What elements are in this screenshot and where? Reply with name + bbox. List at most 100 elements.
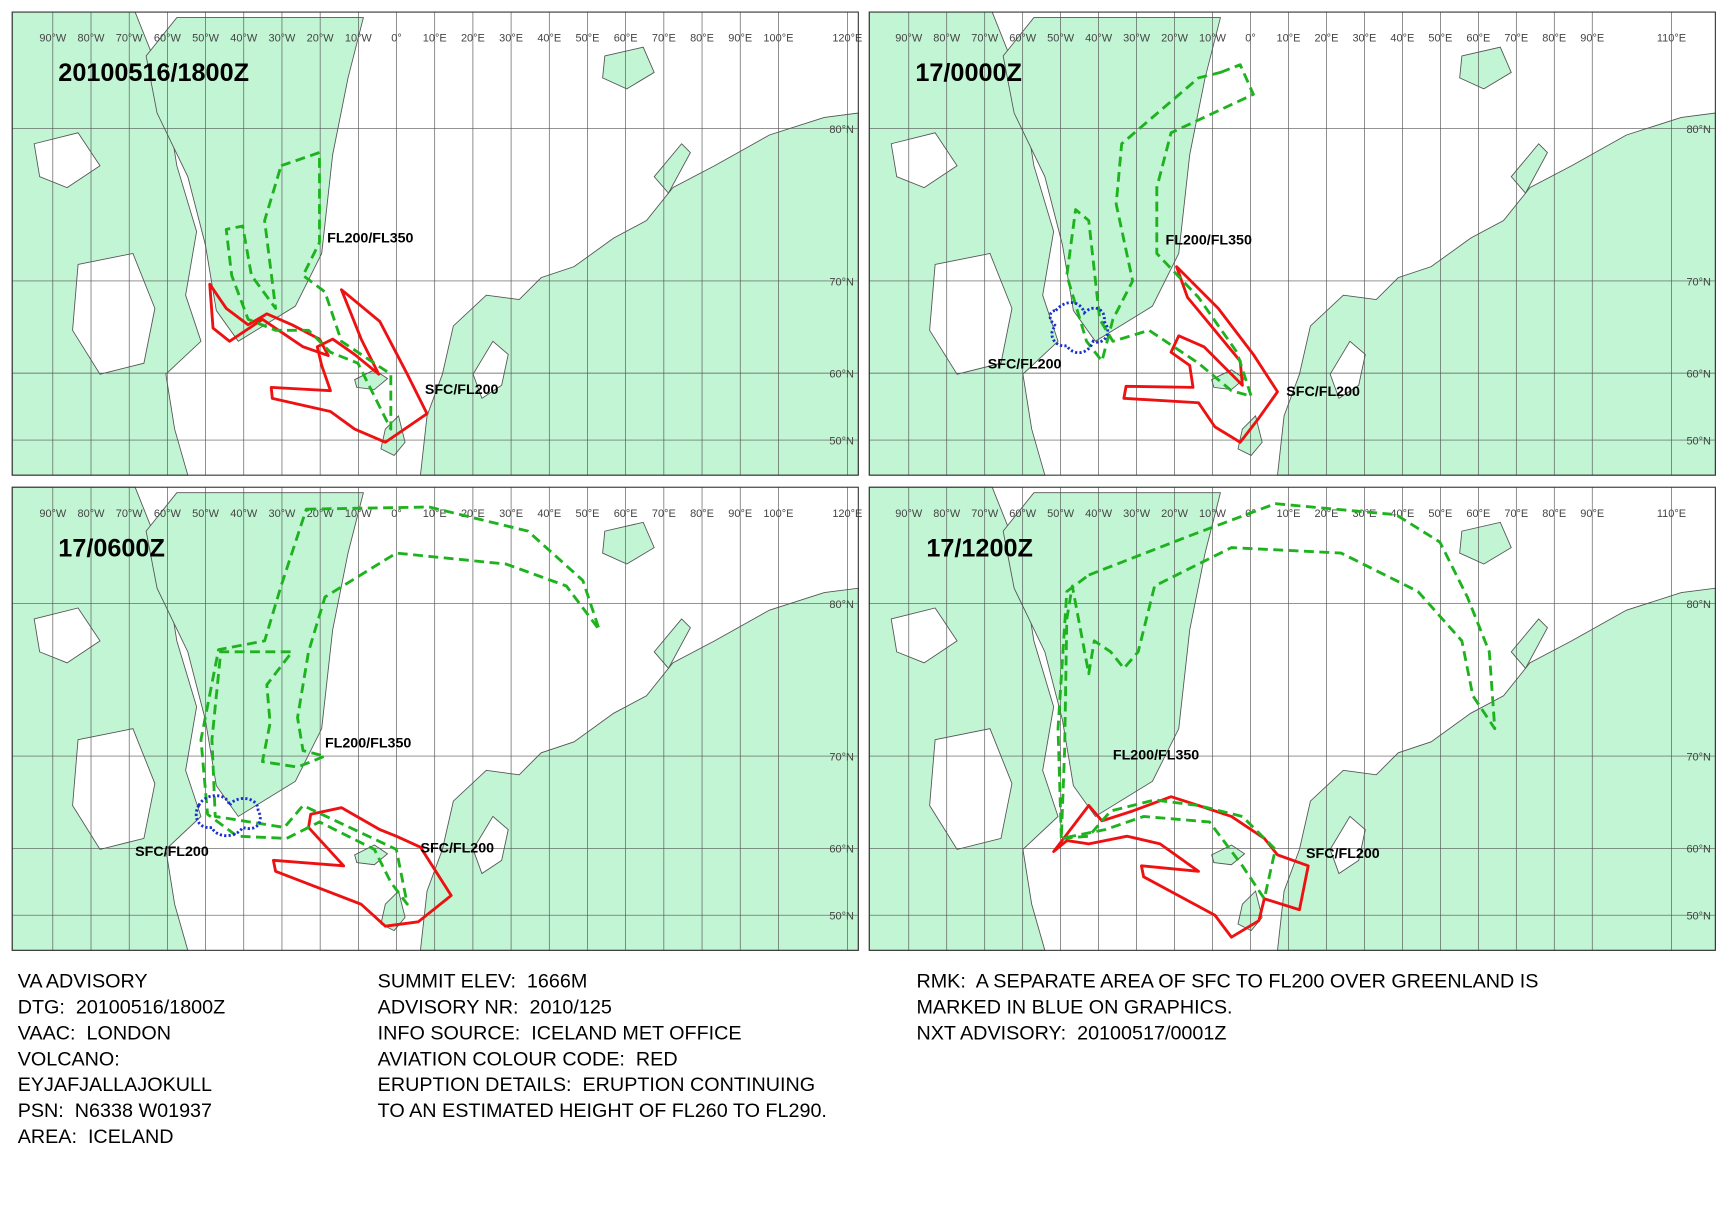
longitude-label: 40°E: [1390, 508, 1414, 520]
panel-border: [868, 486, 1716, 951]
level-label: SFC/FL200: [1306, 846, 1380, 862]
longitude-label: 20°E: [1314, 508, 1338, 520]
longitude-label: 70°E: [652, 508, 676, 520]
advisory-line: AVIATION COLOUR CODE: RED: [378, 1048, 678, 1070]
longitude-label: 60°E: [1466, 508, 1490, 520]
longitude-label: 10°E: [1277, 508, 1301, 520]
longitude-label: 60°E: [614, 33, 638, 45]
longitude-label: 10°W: [1199, 33, 1227, 45]
longitude-label: 40°W: [1085, 33, 1113, 45]
longitude-label: 10°E: [423, 508, 447, 520]
longitude-label: 100°E: [763, 508, 793, 520]
longitude-label: 60°E: [614, 508, 638, 520]
longitude-label: 60°E: [1466, 33, 1490, 45]
longitude-label: 30°W: [1123, 508, 1151, 520]
latitude-label: 60°N: [829, 844, 854, 856]
longitude-label: 60°W: [154, 33, 182, 45]
panel-border: [11, 11, 859, 476]
longitude-label: 80°W: [933, 508, 961, 520]
longitude-label: 20°W: [1161, 508, 1189, 520]
valid-time: 17/1200Z: [926, 534, 1033, 562]
longitude-label: 90°E: [1580, 33, 1604, 45]
advisory-line: DTG: 20100516/1800Z: [18, 997, 226, 1019]
longitude-label: 20°E: [1314, 33, 1338, 45]
longitude-label: 0°: [1245, 33, 1255, 45]
longitude-label: 20°E: [461, 33, 485, 45]
longitude-label: 70°W: [116, 508, 144, 520]
advisory-line: MARKED IN BLUE ON GRAPHICS.: [916, 997, 1232, 1019]
longitude-label: 80°W: [78, 33, 106, 45]
level-label: SFC/FL200: [1286, 384, 1360, 400]
level-label: SFC/FL200: [988, 357, 1062, 373]
longitude-label: 20°W: [307, 33, 335, 45]
longitude-label: 90°W: [895, 508, 923, 520]
ash-area-greenland: [1048, 301, 1110, 355]
latitude-label: 70°N: [1686, 276, 1711, 288]
valid-time: 20100516/1800Z: [58, 59, 249, 87]
longitude-label: 10°W: [345, 33, 373, 45]
longitude-label: 0°: [391, 508, 402, 520]
longitude-label: 70°E: [1504, 508, 1528, 520]
ash-area-fl200-fl350: [224, 151, 393, 431]
longitude-label: 0°: [391, 33, 402, 45]
longitude-label: 10°E: [423, 33, 447, 45]
advisory-line: TO AN ESTIMATED HEIGHT OF FL260 TO FL290…: [378, 1100, 827, 1122]
longitude-label: 110°E: [1657, 508, 1686, 520]
longitude-label: 30°W: [1123, 33, 1151, 45]
longitude-label: 30°E: [499, 33, 523, 45]
longitude-label: 20°W: [307, 508, 335, 520]
map-panel: 90°W 80°W 70°W 60°W 50°W 40°W 30°W 20°W 10°W 0° 10…: [11, 11, 862, 476]
level-label: FL200/FL350: [325, 735, 411, 751]
longitude-label: 90°E: [1580, 508, 1604, 520]
longitude-label: 40°E: [537, 33, 561, 45]
longitude-label: 50°W: [1047, 508, 1075, 520]
longitude-label: 90°E: [728, 508, 752, 520]
advisory-line: ERUPTION DETAILS: ERUPTION CONTINUING: [378, 1074, 815, 1096]
ash-area-sfc-fl200: [269, 288, 429, 444]
longitude-label: 30°W: [268, 508, 296, 520]
longitude-label: 80°E: [1542, 508, 1566, 520]
longitude-label: 120°E: [832, 508, 862, 520]
longitude-label: 40°W: [230, 508, 258, 520]
longitude-label: 50°E: [576, 33, 600, 45]
longitude-label: 90°W: [895, 33, 923, 45]
longitude-label: 10°W: [1199, 508, 1227, 520]
longitude-label: 50°E: [1428, 508, 1452, 520]
longitude-label: 50°E: [1428, 33, 1452, 45]
advisory-line: NXT ADVISORY: 20100517/0001Z: [916, 1022, 1226, 1044]
latitude-label: 80°N: [1686, 599, 1711, 611]
longitude-label: 90°W: [39, 508, 67, 520]
advisory-line: VAAC: LONDON: [18, 1022, 171, 1044]
longitude-label: 70°W: [971, 508, 999, 520]
longitude-label: 30°E: [1352, 33, 1376, 45]
advisory-line: RMK: A SEPARATE AREA OF SFC TO FL200 OVE…: [916, 971, 1538, 993]
longitude-label: 60°W: [1009, 508, 1037, 520]
ash-area-fl200-fl350: [1056, 502, 1497, 901]
longitude-label: 80°E: [690, 33, 714, 45]
longitude-label: 10°W: [345, 508, 373, 520]
longitude-label: 110°E: [1657, 33, 1686, 45]
latitude-label: 80°N: [1686, 124, 1711, 136]
advisory-line: SUMMIT ELEV: 1666M: [378, 971, 588, 993]
advisory-line: AREA: ICELAND: [18, 1126, 174, 1148]
latitude-label: 80°N: [829, 599, 854, 611]
latitude-label: 80°N: [829, 124, 854, 136]
longitude-label: 100°E: [763, 33, 793, 45]
map-panel: 90°W 80°W 70°W 60°W 50°W 40°W 30°W 20°W 10°W 0° 10…: [868, 486, 1716, 951]
latitude-label: 60°N: [829, 369, 854, 381]
latitude-label: 50°N: [1686, 911, 1711, 923]
ash-area-fl200-fl350: [1065, 63, 1255, 398]
ash-area-greenland: [194, 794, 262, 838]
latitude-label: 60°N: [1686, 844, 1711, 856]
longitude-label: 120°E: [832, 33, 862, 45]
ash-area-sfc-fl200: [208, 282, 330, 357]
advisory-line: VOLCANO:: [18, 1048, 120, 1070]
longitude-label: 60°W: [154, 508, 182, 520]
ash-area-sfc-fl200: [1122, 265, 1279, 444]
level-label: SFC/FL200: [420, 841, 494, 857]
longitude-label: 90°E: [728, 33, 752, 45]
longitude-label: 30°W: [268, 33, 296, 45]
longitude-label: 70°E: [1504, 33, 1528, 45]
longitude-label: 70°W: [971, 33, 999, 45]
